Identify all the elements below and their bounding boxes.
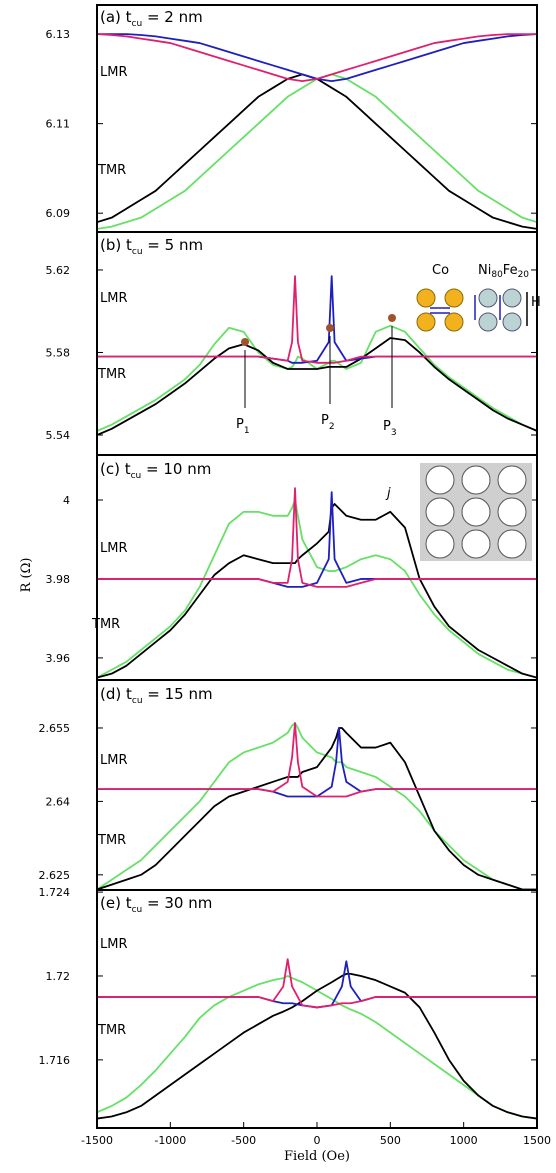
x-tick-label: -1500 bbox=[81, 1134, 113, 1147]
lmr-label: LMR bbox=[100, 937, 128, 952]
y-tick-label: 2.655 bbox=[39, 722, 71, 735]
x-tick-label: 0 bbox=[314, 1134, 321, 1147]
x-axis-label: Field (Oe) bbox=[284, 1149, 350, 1164]
data-line bbox=[97, 958, 537, 1009]
nife-label: Ni80Fe20 bbox=[478, 263, 529, 280]
series-group bbox=[97, 275, 537, 436]
data-line bbox=[97, 960, 537, 1009]
annotations: (a) tcu = 2 nm (b) tcu = 5 nm (c) tcu = … bbox=[19, 8, 541, 1164]
y-tick-label: 3.98 bbox=[46, 573, 71, 586]
x-tick-label: 1000 bbox=[450, 1134, 478, 1147]
data-line bbox=[97, 722, 537, 890]
j-label: j bbox=[385, 486, 391, 501]
co-icon bbox=[416, 288, 464, 332]
data-line bbox=[97, 487, 537, 588]
series-group bbox=[97, 33, 537, 230]
data-line bbox=[97, 275, 537, 364]
x-tick-label: -1000 bbox=[154, 1134, 186, 1147]
y-tick-label: 5.62 bbox=[46, 264, 71, 277]
panel-title: (a) tcu = 2 nm bbox=[100, 8, 203, 29]
data-line bbox=[97, 275, 537, 364]
lmr-label: LMR bbox=[100, 291, 128, 306]
co-label: Co bbox=[432, 263, 449, 278]
panel: 5.54 5.58 5.62 bbox=[46, 231, 538, 456]
panel: 6.09 6.11 6.13 bbox=[46, 4, 538, 233]
p-label: P2 bbox=[321, 413, 335, 432]
y-tick-label: 3.96 bbox=[46, 652, 71, 665]
p-label: P1 bbox=[236, 417, 250, 436]
h-label: H bbox=[531, 295, 541, 310]
y-tick-label: 1.72 bbox=[46, 970, 71, 983]
y-tick-label: 6.11 bbox=[46, 118, 71, 131]
lattice-icon bbox=[425, 465, 527, 559]
data-line bbox=[97, 972, 537, 1120]
plots: 6.096.116.135.545.585.623.963.9842.6252.… bbox=[39, 4, 552, 1147]
data-line bbox=[97, 33, 537, 83]
y-tick-label: 2.625 bbox=[39, 869, 71, 882]
y-tick-label: 2.64 bbox=[46, 795, 71, 808]
data-line bbox=[97, 73, 537, 230]
series-group bbox=[97, 487, 537, 679]
panel: 1.716 1.72 1.724 -1500 -1000 -500 0 500 1000 1500 bbox=[39, 886, 552, 1147]
tmr-label: TMR bbox=[91, 617, 120, 632]
series-group bbox=[97, 722, 537, 890]
x-tick-label: -500 bbox=[231, 1134, 256, 1147]
data-line bbox=[97, 337, 537, 436]
x-tick-label: 500 bbox=[380, 1134, 401, 1147]
p-label: P3 bbox=[383, 419, 397, 438]
data-line bbox=[97, 722, 537, 798]
point-marker bbox=[388, 314, 396, 322]
data-line bbox=[97, 503, 537, 679]
lmr-label: LMR bbox=[100, 541, 128, 556]
lmr-label: LMR bbox=[100, 65, 128, 80]
nife-icon bbox=[478, 288, 522, 332]
y-tick-label: 5.58 bbox=[46, 346, 71, 359]
y-tick-label: 6.09 bbox=[46, 207, 71, 220]
data-line bbox=[97, 73, 537, 230]
panel-frame bbox=[96, 4, 538, 233]
panel: 2.625 2.64 2.655 bbox=[39, 679, 538, 891]
y-tick-label: 5.54 bbox=[46, 429, 71, 442]
data-line bbox=[97, 499, 537, 679]
point-marker bbox=[326, 324, 334, 332]
panel-title: (e) tcu = 30 nm bbox=[100, 894, 212, 915]
y-tick-label: 6.13 bbox=[46, 28, 71, 41]
tmr-label: TMR bbox=[97, 833, 126, 848]
panel-title: (d) tcu = 15 nm bbox=[100, 685, 213, 706]
lmr-label: LMR bbox=[100, 753, 128, 768]
panel-title: (b) tcu = 5 nm bbox=[100, 236, 203, 257]
y-tick-label: 4 bbox=[63, 494, 70, 507]
tmr-label: TMR bbox=[97, 1023, 126, 1038]
panel-frame bbox=[96, 889, 538, 1129]
y-tick-label: 1.724 bbox=[39, 886, 71, 899]
tmr-label: TMR bbox=[97, 367, 126, 382]
panel-frame bbox=[96, 231, 538, 456]
tmr-label: TMR bbox=[97, 163, 126, 178]
panel-title: (c) tcu = 10 nm bbox=[100, 460, 211, 481]
x-tick-label: 1500 bbox=[523, 1134, 551, 1147]
spin-arrows bbox=[430, 292, 528, 326]
point-marker bbox=[241, 338, 249, 346]
data-line bbox=[97, 727, 537, 890]
y-axis-label: R (Ω) bbox=[19, 558, 34, 593]
data-line bbox=[97, 727, 537, 798]
data-line bbox=[97, 324, 537, 432]
series-group bbox=[97, 958, 537, 1120]
y-tick-label: 1.716 bbox=[39, 1054, 71, 1067]
